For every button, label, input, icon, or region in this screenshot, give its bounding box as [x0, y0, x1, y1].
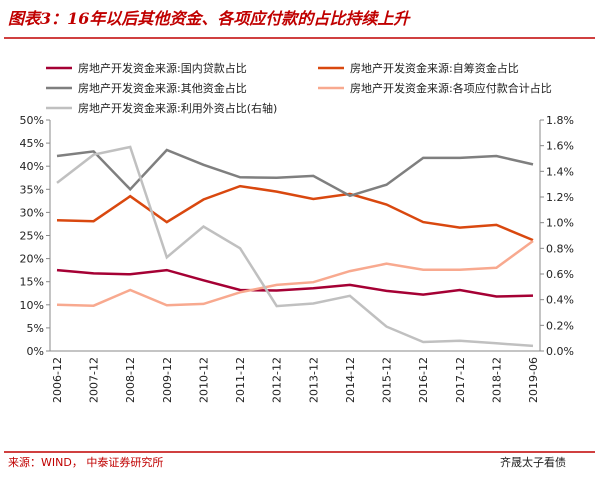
series-line: [56, 184, 534, 242]
series-line: [56, 145, 534, 348]
x-tick-label: 2013-12: [307, 357, 320, 403]
legend-label: 房地产开发资金来源:各项应付款合计占比: [350, 81, 552, 95]
x-tick-label: 2008-12: [124, 357, 137, 403]
x-tick-label: 2009-12: [161, 357, 174, 403]
y2-tick-label: 1.2%: [546, 191, 574, 204]
x-tick-label: 2014-12: [344, 357, 357, 403]
x-tick-label: 2018-12: [490, 357, 503, 403]
y-tick-label: 0%: [27, 345, 44, 358]
y-tick-label: 15%: [20, 276, 44, 289]
y2-tick-label: 0.6%: [546, 268, 574, 281]
series-line: [56, 239, 534, 307]
y2-tick-label: 0.8%: [546, 242, 574, 255]
y2-tick-label: 0.0%: [546, 345, 574, 358]
series-line: [56, 268, 534, 298]
y2-tick-label: 1.6%: [546, 140, 574, 153]
y2-tick-label: 1.8%: [546, 114, 574, 127]
legend-label: 房地产开发资金来源:其他资金占比: [78, 81, 247, 95]
y2-tick-label: 1.4%: [546, 165, 574, 178]
y-tick-label: 45%: [20, 137, 44, 150]
y-tick-label: 5%: [27, 322, 44, 335]
y-tick-label: 50%: [20, 114, 44, 127]
y-tick-label: 40%: [20, 160, 44, 173]
source: 来源：WIND， 中泰证券研究所: [8, 455, 163, 469]
y2-tick-label: 0.2%: [546, 319, 574, 332]
watermark: 齐晟太子看债: [500, 455, 566, 469]
x-tick-label: 2010-12: [197, 357, 210, 403]
y-tick-label: 10%: [20, 299, 44, 312]
x-tick-label: 2015-12: [381, 357, 394, 403]
legend-label: 房地产开发资金来源:国内贷款占比: [78, 61, 247, 75]
legend-label: 房地产开发资金来源:利用外资占比(右轴): [78, 101, 277, 115]
y-tick-label: 20%: [20, 253, 44, 266]
y-tick-label: 25%: [20, 230, 44, 243]
x-tick-label: 2012-12: [271, 357, 284, 403]
x-tick-label: 2016-12: [417, 357, 430, 403]
y2-tick-label: 0.4%: [546, 294, 574, 307]
x-tick-label: 2017-12: [454, 357, 467, 403]
chart-title: 图表3：16年以后其他资金、各项应付款的占比持续上升: [8, 9, 411, 28]
legend-label: 房地产开发资金来源:自筹资金占比: [350, 61, 519, 75]
x-tick-label: 2007-12: [88, 357, 101, 403]
y2-tick-label: 1.0%: [546, 217, 574, 230]
x-tick-label: 2006-12: [51, 357, 64, 403]
y-tick-label: 30%: [20, 206, 44, 219]
y-tick-label: 35%: [20, 183, 44, 196]
x-tick-label: 2011-12: [234, 357, 247, 403]
series-line: [56, 148, 534, 198]
x-tick-label: 2019-06: [527, 357, 540, 403]
